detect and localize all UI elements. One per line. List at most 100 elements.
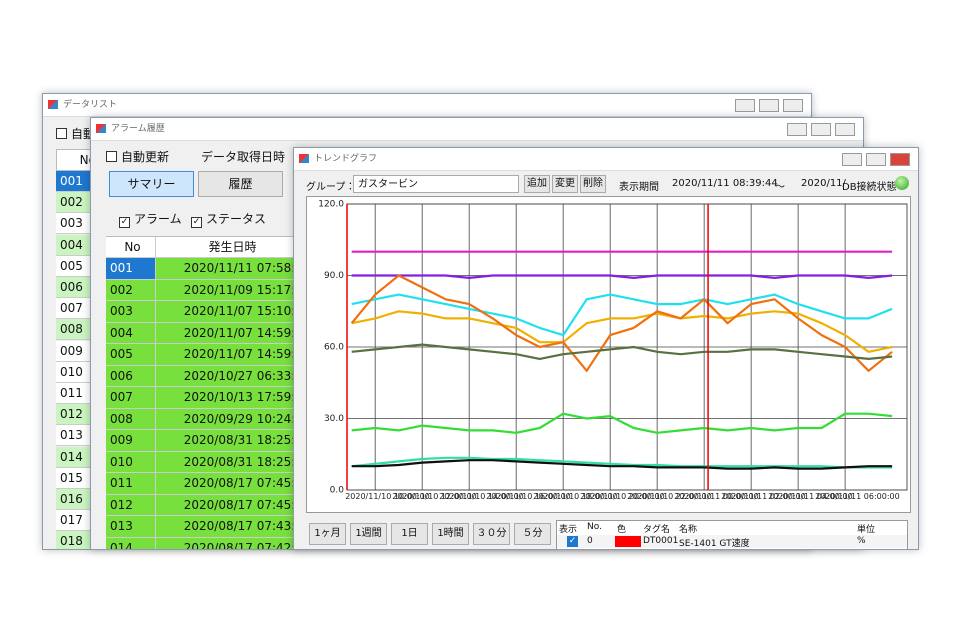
- check-box: ✓: [191, 217, 202, 228]
- row-bg: [557, 535, 907, 548]
- alarm-cell[interactable]: 003: [106, 301, 156, 323]
- range-button[interactable]: 1日: [391, 523, 428, 545]
- window-button[interactable]: [735, 99, 755, 112]
- window-button[interactable]: [842, 153, 862, 166]
- period-end: 2020/11/: [801, 178, 846, 189]
- list-row[interactable]: 016: [56, 489, 101, 510]
- alarm-cell[interactable]: 2020/11/07 14:59:5: [156, 322, 306, 344]
- alarm-cell[interactable]: 2020/08/17 07:42:4: [156, 537, 306, 549]
- y-tick-label: 120.0: [318, 200, 344, 210]
- alarm-cell[interactable]: 010: [106, 451, 156, 473]
- alarm-cell[interactable]: 014: [106, 537, 156, 549]
- alarm-cell[interactable]: 2020/08/31 18:25:0: [156, 451, 306, 473]
- list-row[interactable]: 014: [56, 446, 101, 468]
- x-tick-label: 2020/11/10 20:00:00: [580, 492, 665, 501]
- check-box: [106, 151, 117, 162]
- period-label: 表示期間: [619, 182, 659, 193]
- alarm-cell[interactable]: 2020/11/07 14:59:5: [156, 344, 306, 366]
- range-button[interactable]: 1ヶ月: [309, 523, 346, 545]
- check-box: ✓: [119, 217, 130, 228]
- range-button[interactable]: ５分: [514, 523, 551, 545]
- window-button[interactable]: [866, 153, 886, 166]
- alarm-cell[interactable]: 2020/10/27 06:33:1: [156, 365, 306, 387]
- series-line: [350, 274, 893, 372]
- alarm-cell[interactable]: 002: [106, 279, 156, 301]
- toolbar-button[interactable]: 削除: [580, 175, 606, 193]
- range-button[interactable]: 1週間: [350, 523, 387, 545]
- title-bar: アラーム履歴: [91, 118, 863, 141]
- x-tick-label: 2020/11/10 18:00:00: [533, 492, 618, 501]
- show-checkbox[interactable]: ✓: [567, 536, 578, 547]
- window-button[interactable]: [811, 123, 831, 136]
- list-row[interactable]: 002: [56, 192, 101, 214]
- alarm-cell[interactable]: 2020/08/31 18:25:0: [156, 430, 306, 452]
- alarm-cell[interactable]: 2020/09/29 10:24:1: [156, 408, 306, 430]
- alarm-cell[interactable]: 2020/11/07 15:10:1: [156, 301, 306, 323]
- alarm-cell[interactable]: 2020/11/11 07:58:2: [156, 258, 306, 280]
- list-row[interactable]: 009: [56, 340, 101, 362]
- x-tick-label: 2020/11/11 00:00:00: [674, 492, 759, 501]
- alarm-cell[interactable]: 009: [106, 430, 156, 452]
- window-icon: [299, 154, 309, 163]
- alarm-cell[interactable]: 008: [106, 408, 156, 430]
- list-row[interactable]: 001: [56, 171, 101, 192]
- alarm-cell[interactable]: 2020/08/17 07:45:1: [156, 473, 306, 495]
- alarm-cell[interactable]: 005: [106, 344, 156, 366]
- alarm-cell[interactable]: 2020/08/17 07:43:0: [156, 516, 306, 538]
- alarm-cell[interactable]: 001: [106, 258, 156, 280]
- checkbox-label: ステータス: [206, 212, 267, 226]
- alarm-cell[interactable]: 2020/11/09 15:17:2: [156, 279, 306, 301]
- list-row[interactable]: 007: [56, 298, 101, 320]
- range-button[interactable]: 1時間: [432, 523, 469, 545]
- alarm-cell[interactable]: 2020/08/17 07:45:1: [156, 494, 306, 516]
- list-row[interactable]: 003: [56, 213, 101, 235]
- tilde: ～: [775, 182, 785, 193]
- trend-graph-window: トレンドグラフ グループ： ガスタービン 追加 変更 削除 表示期間 2020/11/11 0…: [293, 147, 919, 550]
- list-row[interactable]: 018: [56, 531, 101, 549]
- title-bar: データリスト: [43, 94, 811, 117]
- x-tick-label: 2020/11/11 04:00:00: [768, 492, 853, 501]
- window-button[interactable]: [890, 153, 910, 166]
- alarm-cell[interactable]: 011: [106, 473, 156, 495]
- x-tick-label: 2020/11/10 14:00:00: [439, 492, 524, 501]
- alarm-cell[interactable]: 007: [106, 387, 156, 409]
- window-icon: [96, 124, 106, 133]
- table-header: No.: [587, 522, 602, 532]
- window-button[interactable]: [759, 99, 779, 112]
- alarm-cell[interactable]: 012: [106, 494, 156, 516]
- alarm-cell[interactable]: 013: [106, 516, 156, 538]
- tab-button[interactable]: サマリー: [109, 171, 194, 197]
- tag-label: SE-1401 GT速度: [679, 539, 750, 549]
- toolbar-button[interactable]: 変更: [552, 175, 578, 193]
- alarm-cell[interactable]: 006: [106, 365, 156, 387]
- series-line: [351, 293, 893, 337]
- table-header: 名称: [679, 525, 698, 535]
- checkbox[interactable]: 自動: [56, 125, 95, 142]
- list-row[interactable]: 015: [56, 467, 101, 489]
- x-tick-label: 2020/11/11 02:00:00: [721, 492, 806, 501]
- range-button[interactable]: ３０分: [473, 523, 510, 545]
- x-tick-label: 2020/11/10 10:00:00: [345, 492, 430, 501]
- list-row[interactable]: 013: [56, 425, 101, 447]
- list-row[interactable]: 005: [56, 255, 101, 277]
- list-row[interactable]: 008: [56, 319, 101, 341]
- checkbox[interactable]: ✓ ステータス: [191, 210, 266, 228]
- group-select[interactable]: ガスタービン: [353, 175, 519, 193]
- series-line: [351, 310, 893, 353]
- window-button[interactable]: [835, 123, 855, 136]
- window-button[interactable]: [787, 123, 807, 136]
- series-line: [351, 343, 893, 360]
- checkbox[interactable]: ✓ アラーム: [119, 210, 182, 228]
- window-icon: [48, 100, 58, 109]
- checkbox[interactable]: 自動更新: [106, 148, 169, 165]
- tag-name: DT0001: [643, 536, 679, 546]
- tab-button[interactable]: 履歴: [198, 171, 283, 197]
- chart-area: 0.0 30.0 60.0 90.0 120.0 2020/11/10 10:00:00 2…: [306, 196, 911, 513]
- list-row[interactable]: 011: [56, 383, 101, 404]
- alarm-cell[interactable]: 004: [106, 322, 156, 344]
- toolbar-button[interactable]: 追加: [524, 175, 550, 193]
- list-row[interactable]: 012: [56, 404, 101, 426]
- window-button[interactable]: [783, 99, 803, 112]
- alarm-cell[interactable]: 2020/10/13 17:59:0: [156, 387, 306, 409]
- trend-chart: 0.0 30.0 60.0 90.0 120.0: [318, 200, 908, 496]
